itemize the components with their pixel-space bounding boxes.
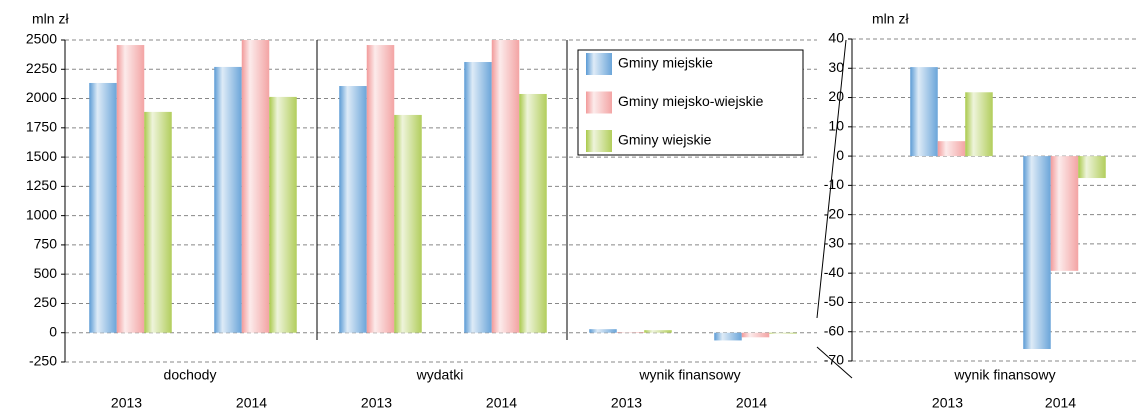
- y-tick-label: 20: [828, 88, 844, 104]
- y-tick-label: 250: [34, 294, 58, 310]
- legend-label: Gminy miejsko-wiejskie: [618, 93, 764, 109]
- x-tick-label: 2014: [736, 395, 767, 409]
- x-tick-label: 2013: [611, 395, 642, 409]
- bar: [464, 62, 492, 333]
- zoom-line: [816, 346, 853, 379]
- y-tick-label: 30: [828, 59, 844, 75]
- x-tick-label: 2014: [236, 395, 267, 409]
- bar: [269, 96, 297, 333]
- group-label: wynik finansowy: [638, 367, 740, 383]
- bar: [1050, 156, 1079, 271]
- bar: [937, 141, 966, 157]
- y-tick-label: 40: [828, 30, 844, 46]
- group-label: dochody: [164, 367, 217, 383]
- bar: [241, 40, 270, 333]
- legend-label: Gminy miejskie: [618, 55, 713, 71]
- y-tick-label: -30: [824, 235, 844, 251]
- bar: [910, 67, 938, 157]
- x-tick-label: 2013: [111, 395, 142, 409]
- bar: [644, 330, 672, 333]
- bar: [89, 82, 117, 333]
- y-tick-label: 750: [34, 236, 58, 252]
- bar: [491, 40, 520, 333]
- x-tick-label: 2013: [932, 395, 963, 409]
- y-tick-label: -250: [29, 353, 57, 369]
- bar: [214, 66, 242, 333]
- x-tick-label: 2013: [361, 395, 392, 409]
- y-tick-label: 1500: [26, 148, 57, 164]
- y-tick-label: 1750: [26, 119, 57, 135]
- bar: [116, 45, 145, 333]
- y-tick-label: -70: [824, 352, 844, 368]
- legend-label: Gminy wiejskie: [618, 132, 712, 148]
- y-tick-label: 2250: [26, 60, 57, 76]
- bar: [394, 114, 422, 333]
- bar: [714, 332, 742, 341]
- y-axis-label: mln zł: [32, 11, 69, 27]
- y-tick-label: -40: [824, 264, 844, 280]
- legend-swatch: [586, 91, 612, 114]
- bar: [616, 332, 645, 333]
- x-tick-label: 2014: [486, 395, 517, 409]
- y-tick-label: 1250: [26, 177, 57, 193]
- bar: [1023, 156, 1051, 349]
- y-tick-label: -10: [824, 176, 844, 192]
- bar: [366, 45, 395, 333]
- x-tick-label: 2014: [1045, 395, 1076, 409]
- y-tick-label: 500: [34, 265, 58, 281]
- y-axis-label: mln zł: [872, 11, 909, 27]
- legend-box: [577, 49, 804, 156]
- y-tick-label: -60: [824, 322, 844, 338]
- group-label: wynik finansowy: [953, 367, 1055, 383]
- y-tick-label: -20: [824, 205, 844, 221]
- bar: [519, 93, 547, 333]
- legend-swatch: [586, 130, 612, 152]
- y-tick-label: 10: [828, 118, 844, 134]
- zoom-line: [816, 39, 847, 319]
- bar: [589, 329, 617, 333]
- bar: [965, 92, 993, 157]
- bar: [1078, 156, 1106, 179]
- group-label: wydatki: [416, 367, 464, 383]
- legend-swatch: [586, 53, 612, 75]
- bar: [144, 111, 172, 333]
- y-tick-label: 2500: [26, 31, 57, 47]
- bar: [741, 332, 770, 338]
- y-tick-label: 0: [49, 323, 57, 339]
- y-tick-label: -50: [824, 293, 844, 309]
- y-tick-label: 1000: [26, 206, 57, 222]
- bar: [769, 332, 797, 334]
- bar: [339, 86, 367, 333]
- y-tick-label: 2000: [26, 89, 57, 105]
- y-tick-label: 0: [836, 147, 844, 163]
